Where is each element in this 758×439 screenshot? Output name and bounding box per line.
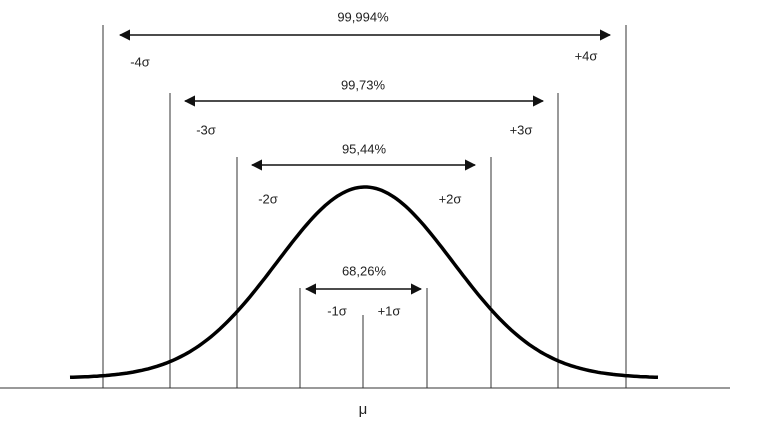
sigma-label: +2σ (439, 191, 462, 206)
sigma-label: -3σ (196, 122, 216, 137)
sigma-label: +3σ (510, 122, 533, 137)
interval-label: 95,44% (342, 141, 387, 156)
sigma-label: +1σ (378, 303, 401, 318)
interval-label: 99,73% (341, 77, 386, 92)
bell-curve (69, 185, 659, 380)
sigma-label: +4σ (575, 48, 598, 63)
sigma-label: -1σ (327, 303, 347, 318)
sigma-label: -4σ (130, 54, 150, 69)
interval-label: 68,26% (342, 263, 387, 278)
mean-label: μ (359, 401, 368, 418)
interval-label: 99,994% (337, 9, 389, 24)
sigma-label: -2σ (258, 191, 278, 206)
